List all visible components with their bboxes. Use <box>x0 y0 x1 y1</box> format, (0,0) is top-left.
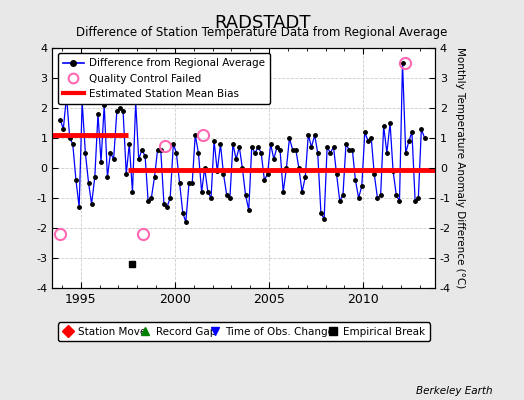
Text: Berkeley Earth: Berkeley Earth <box>416 386 493 396</box>
Text: Difference of Station Temperature Data from Regional Average: Difference of Station Temperature Data f… <box>77 26 447 39</box>
Legend: Station Move, Record Gap, Time of Obs. Change, Empirical Break: Station Move, Record Gap, Time of Obs. C… <box>58 322 430 341</box>
Y-axis label: Monthly Temperature Anomaly Difference (°C): Monthly Temperature Anomaly Difference (… <box>455 47 465 289</box>
Text: RADSTADT: RADSTADT <box>214 14 310 32</box>
Legend: Difference from Regional Average, Quality Control Failed, Estimated Station Mean: Difference from Regional Average, Qualit… <box>58 53 270 104</box>
